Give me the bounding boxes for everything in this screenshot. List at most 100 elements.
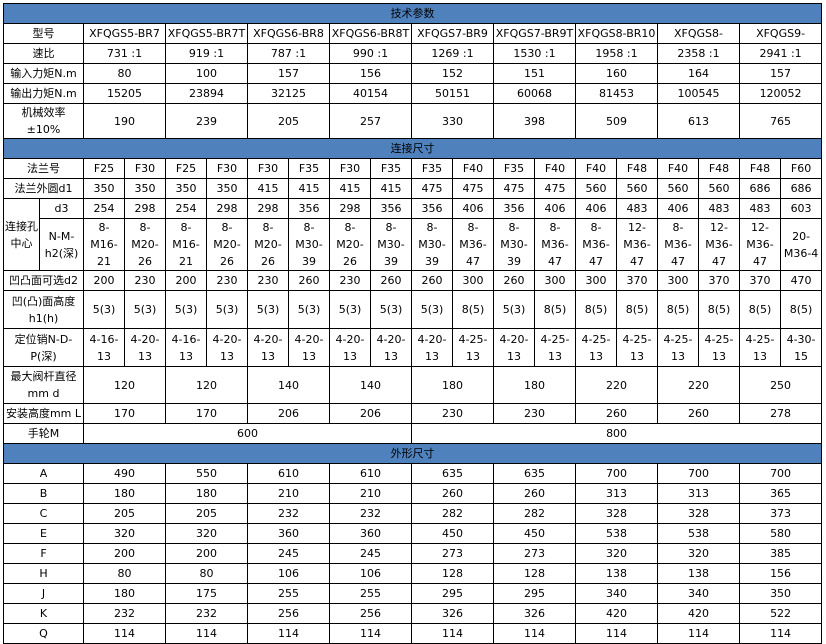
row-label: 输出力矩N.m — [3, 83, 84, 104]
table-cell: XFQGS9- — [738, 23, 823, 44]
table-row: E 320 320 360 360 450 450 538 538 580 — [3, 523, 823, 544]
table-cell: 205 — [83, 503, 166, 524]
table-cell: 350 — [83, 178, 125, 199]
table-cell: 5(3) — [493, 290, 535, 329]
table-cell: 580 — [738, 523, 823, 544]
table-row: Q 114 114 114 114 114 114 114 114 114 — [3, 623, 823, 644]
table-cell: 278 — [738, 403, 823, 424]
table-cell: 700 — [575, 463, 658, 484]
table-cell: 635 — [493, 463, 576, 484]
row-label: 凹(凸)面高度h1(h) — [3, 290, 84, 329]
table-cell: 152 — [411, 63, 494, 84]
table-cell: 4-25-13 — [616, 328, 658, 367]
table-cell: 260 — [288, 270, 330, 291]
table-cell: 686 — [739, 178, 781, 199]
table-cell: XFQGS8-BR10 — [575, 23, 658, 44]
table-cell: 114 — [247, 623, 330, 644]
table-cell: 5(3) — [247, 290, 289, 329]
table-cell: F25 — [165, 158, 207, 179]
table-cell: 356 — [493, 198, 535, 219]
table-cell: 8-M30-39 — [370, 218, 412, 271]
table-cell: 2358 :1 — [657, 43, 740, 64]
table-cell: 560 — [657, 178, 699, 199]
table-cell: 1530 :1 — [493, 43, 576, 64]
table-cell: 8-M30-39 — [288, 218, 330, 271]
table-cell: 470 — [779, 270, 823, 291]
table-cell: 282 — [411, 503, 494, 524]
table-cell: 340 — [657, 583, 740, 604]
row-label: H — [3, 563, 84, 584]
table-cell: F48 — [739, 158, 781, 179]
table-cell: 450 — [411, 523, 494, 544]
table-cell: 5(3) — [165, 290, 207, 329]
table-cell: 23894 — [165, 83, 248, 104]
table-cell: 350 — [124, 178, 166, 199]
table-cell: 81453 — [575, 83, 658, 104]
table-cell: 613 — [657, 103, 740, 139]
table-cell: XFQGS6-BR8T — [329, 23, 412, 44]
table-cell: 320 — [165, 523, 248, 544]
table-cell: 8(5) — [452, 290, 494, 329]
table-cell: 114 — [411, 623, 494, 644]
table-cell: 350 — [206, 178, 248, 199]
table-row: 输入力矩N.m 80 100 157 156 152 151 160 164 157 — [3, 63, 823, 84]
table-cell: 8(5) — [779, 290, 823, 329]
row-label: 法兰外圆d1 — [3, 178, 84, 199]
table-cell: 360 — [329, 523, 412, 544]
table-cell: 420 — [575, 603, 658, 624]
table-cell: 200 — [83, 543, 166, 564]
table-cell: 220 — [575, 366, 658, 404]
table-cell: 300 — [452, 270, 494, 291]
table-cell: 250 — [738, 366, 823, 404]
table-cell: 4-20-13 — [370, 328, 412, 367]
table-cell: 330 — [411, 103, 494, 139]
table-cell: 232 — [83, 603, 166, 624]
table-row: 法兰号 F25 F30 F25 F30 F30 F35 F30 F35 F35 F40 F35 F40 F… — [3, 158, 823, 179]
table-cell: 8-M20-26 — [329, 218, 371, 271]
table-row: C 205 205 232 232 282 282 328 328 373 — [3, 503, 823, 524]
table-cell: F48 — [698, 158, 740, 179]
table-cell: 298 — [124, 198, 166, 219]
table-cell: 787 :1 — [247, 43, 330, 64]
row-label: B — [3, 483, 84, 504]
table-cell: 12-M36-47 — [739, 218, 781, 271]
table-cell: F30 — [206, 158, 248, 179]
table-cell: 60068 — [493, 83, 576, 104]
table-cell: 370 — [698, 270, 740, 291]
table-cell: 157 — [738, 63, 823, 84]
table-cell: 4-20-13 — [124, 328, 166, 367]
table-cell: 157 — [247, 63, 330, 84]
table-cell: 483 — [698, 198, 740, 219]
table-cell: 509 — [575, 103, 658, 139]
table-cell: 686 — [779, 178, 823, 199]
table-cell: 385 — [738, 543, 823, 564]
table-cell: XFQGS6-BR8 — [247, 23, 330, 44]
table-cell: 205 — [247, 103, 330, 139]
table-cell: 282 — [493, 503, 576, 524]
table-cell: 254 — [165, 198, 207, 219]
table-cell: 295 — [411, 583, 494, 604]
table-cell: 522 — [738, 603, 823, 624]
table-cell: 356 — [370, 198, 412, 219]
table-cell: 232 — [329, 503, 412, 524]
table-cell: F40 — [657, 158, 699, 179]
table-cell: 151 — [493, 63, 576, 84]
table-cell: 230 — [124, 270, 166, 291]
row-label: 凹凸面可选d2 — [3, 270, 84, 291]
table-cell: 114 — [329, 623, 412, 644]
table-cell: 356 — [288, 198, 330, 219]
table-cell: 80 — [83, 563, 166, 584]
table-cell: 295 — [493, 583, 576, 604]
table-cell: 8(5) — [698, 290, 740, 329]
table-cell: 450 — [493, 523, 576, 544]
table-cell: 538 — [575, 523, 658, 544]
table-cell: 4-25-13 — [452, 328, 494, 367]
row-label: 型号 — [3, 23, 84, 44]
table-cell: 120 — [165, 366, 248, 404]
table-row: 最大阀杆直径mm d 120 120 140 140 180 180 220 220 250 — [3, 366, 823, 404]
table-cell: 320 — [575, 543, 658, 564]
row-label: 输入力矩N.m — [3, 63, 84, 84]
table-cell: 4-30-15 — [779, 328, 823, 367]
table-cell: 298 — [247, 198, 289, 219]
row-label: N-M-h2(深) — [39, 218, 84, 271]
